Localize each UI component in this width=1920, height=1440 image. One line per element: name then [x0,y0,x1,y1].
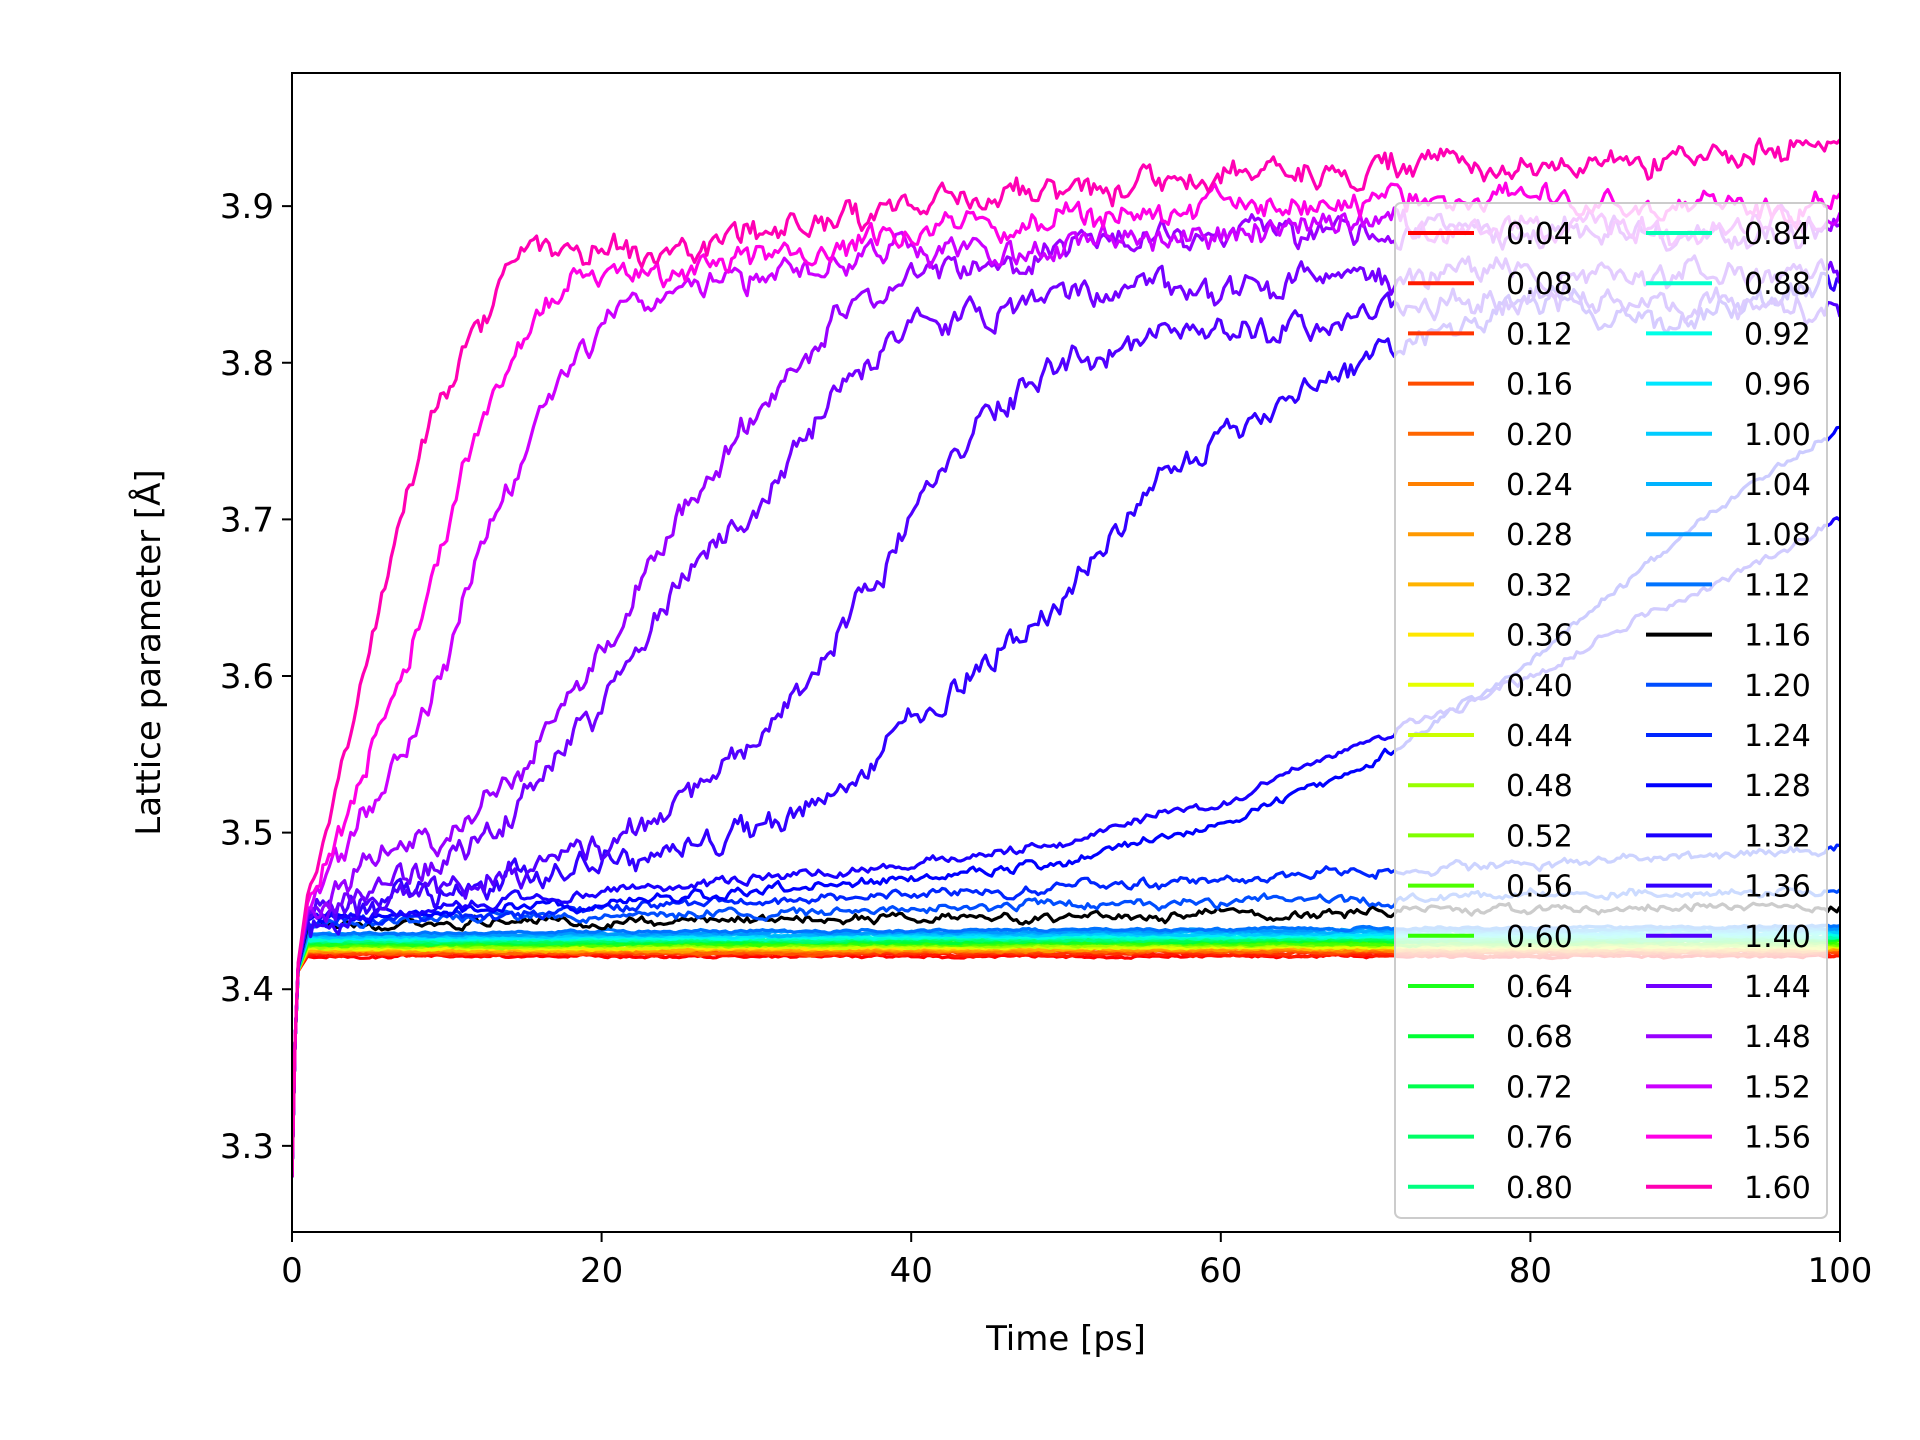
axes-frame [291,72,1841,1233]
legend-entry-label: 1.00 [1744,418,1811,453]
legend-entry-label: 0.16 [1506,368,1573,403]
x-tick-label: 80 [1509,1251,1552,1291]
legend-entry-label: 0.36 [1506,619,1573,654]
legend-entry-label: 1.20 [1744,669,1811,704]
legend-entry-label: 1.16 [1744,619,1811,654]
y-tick-label: 3.9 [220,187,274,227]
x-tick-label: 0 [281,1251,303,1291]
y-tick-label: 3.7 [220,500,274,540]
legend-entry-label: 1.36 [1744,870,1811,905]
x-tick-label: 20 [580,1251,623,1291]
y-tick-label: 3.3 [220,1127,274,1167]
legend-entry-label: 0.92 [1744,317,1811,352]
legend-entry-label: 0.20 [1506,418,1573,453]
legend-entry-label: 0.28 [1506,518,1573,553]
y-tick-label: 3.5 [220,814,274,854]
legend-entry-label: 0.80 [1506,1171,1573,1206]
legend-entry-label: 0.52 [1506,819,1573,854]
x-tick-label: 40 [890,1251,933,1291]
legend-entry-label: 0.76 [1506,1121,1573,1156]
legend-entry-label: 0.88 [1744,267,1811,302]
legend-entry-label: 0.04 [1506,217,1573,252]
legend-entry-label: 1.60 [1744,1171,1811,1206]
legend-entry-label: 0.60 [1506,920,1573,955]
legend-entry-label: 1.04 [1744,468,1811,503]
y-axis-label: Lattice parameter [Å] [128,469,169,835]
legend-entry-label: 0.40 [1506,669,1573,704]
legend-entry-label: 0.12 [1506,317,1573,352]
y-tick-label: 3.6 [220,657,274,697]
legend-entry-label: 1.48 [1744,1020,1811,1055]
legend-entry-label: 0.68 [1506,1020,1573,1055]
y-tick-label: 3.8 [220,344,274,384]
legend-box [1394,202,1828,1219]
legend-entry-label: 1.28 [1744,769,1811,804]
x-tick-label: 60 [1199,1251,1242,1291]
y-tick-label: 3.4 [220,970,274,1010]
legend-entry-label: 1.24 [1744,719,1811,754]
legend-entry-label: 1.40 [1744,920,1811,955]
legend-entry-label: 0.08 [1506,267,1573,302]
series-line [292,137,1840,1178]
legend-entry-label: 1.08 [1744,518,1811,553]
x-axis-ticks: 0 20 40 60 80 100 [281,1232,1872,1291]
legend-entry-label: 0.32 [1506,568,1573,603]
legend-entry-label: 1.32 [1744,819,1811,854]
legend-entry-label: 0.96 [1744,368,1811,403]
legend-entry-label: 1.52 [1744,1070,1811,1105]
y-axis-ticks: 3.3 3.4 3.5 3.6 3.7 3.8 3.9 [220,187,292,1167]
legend-entry-label: 1.56 [1744,1121,1811,1156]
legend: 0.04 0.08 0.12 0.16 0.20 0.24 0.28 0.32 0.36 0.40… [1394,202,1828,1219]
legend-entry-label: 1.12 [1744,568,1811,603]
legend-entry-label: 0.72 [1506,1070,1573,1105]
legend-entry-label: 0.56 [1506,870,1573,905]
legend-entry-label: 0.24 [1506,468,1573,503]
legend-entry-label: 0.84 [1744,217,1811,252]
legend-entry-label: 0.48 [1506,769,1573,804]
x-axis-label: Time [ps] [985,1319,1146,1359]
legend-entry-label: 0.44 [1506,719,1573,754]
x-tick-label: 100 [1808,1251,1873,1291]
legend-entry-label: 0.64 [1506,970,1573,1005]
legend-entry-label: 1.44 [1744,970,1811,1005]
